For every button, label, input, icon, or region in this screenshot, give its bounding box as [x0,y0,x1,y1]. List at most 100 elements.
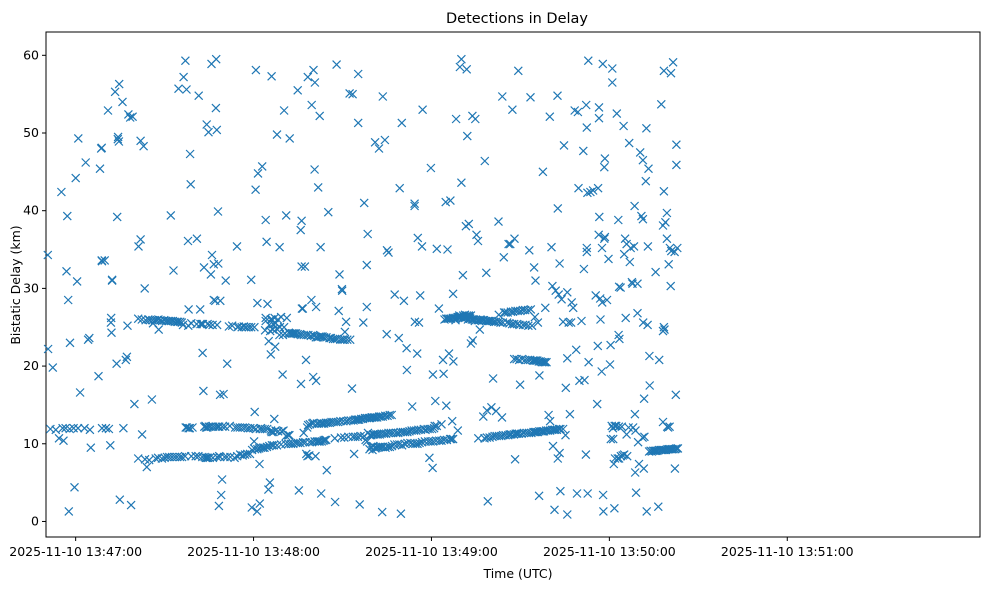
scatter-point [62,266,71,276]
scatter-point [307,100,317,110]
scatter-point [473,236,483,246]
scatter-point [609,503,619,513]
scatter-point [548,441,558,451]
scatter-point [597,243,607,253]
scatter-point [582,188,592,198]
scatter-point [337,284,347,294]
scatter-point [106,313,116,323]
scatter-point [453,426,463,436]
scatter-point [530,312,540,322]
scatter-point [129,399,139,409]
scatter-point [571,345,581,355]
scatter-point [136,234,146,244]
scatter-point [114,137,124,146]
scatter-point [622,429,632,439]
scatter-point [201,453,211,463]
scatter-point [298,437,308,447]
scatter-point [174,84,183,94]
scatter-point [445,434,455,444]
scatter-point [300,437,310,447]
scatter-point [370,137,380,147]
scatter-point [362,260,372,270]
scatter-point [328,334,338,344]
y-axis: 0 10 20 30 40 50 60 [23,47,46,528]
scatter-point [441,197,451,207]
scatter-point [671,140,681,150]
scatter-point [582,243,592,253]
scatter-point [574,183,583,193]
scatter-point [285,133,295,143]
scatter-point [224,322,234,331]
scatter-point [211,103,221,113]
scatter-point [246,275,256,285]
scatter-point [581,450,591,460]
scatter-point [216,490,226,500]
scatter-point [620,234,630,244]
scatter-point [588,186,598,195]
scatter-point [173,317,183,327]
scatter-point [553,203,563,213]
scatter-point [266,349,276,359]
scatter-point [340,327,350,337]
scatter-point [202,453,212,463]
scatter-point [639,464,649,474]
scatter-point [43,344,53,354]
scatter-point [619,121,629,131]
scatter-point [211,54,221,64]
scatter-point [523,305,533,315]
y-tick-label: 40 [23,203,39,218]
scatter-point [252,298,262,308]
scatter-point [606,434,616,444]
scatter-point [212,320,222,330]
scatter-point [481,268,491,278]
scatter-point [284,430,294,440]
scatter-point [395,183,405,193]
scatter-point [303,451,312,461]
scatter-point [177,318,187,328]
scatter-point [151,454,161,463]
scatter-point [413,233,423,243]
scatter-point [139,141,149,151]
scatter-point [337,286,347,296]
y-axis-label: Bistatic Delay (km) [8,225,23,344]
scatter-point [217,475,227,484]
scatter-point [65,338,75,348]
y-tick-label: 0 [31,513,39,528]
scatter-point [672,243,682,253]
scatter-point [214,501,224,511]
x-tick-label: 2025-11-10 13:50:00 [543,544,676,559]
scatter-point [562,510,572,519]
scatter-point [356,431,366,441]
scatter-point [633,279,642,289]
scatter-point [311,376,321,386]
scatter-point [475,325,485,335]
scatter-point [551,286,561,296]
scatter-point [101,423,111,433]
scatter-point [192,234,202,244]
scatter-point [445,196,455,206]
scatter-point [553,91,562,101]
scatter-point [63,295,73,305]
scatter-point [363,229,373,239]
scatter-point [529,262,539,272]
scatter-point [184,304,194,314]
scatter-point [566,318,576,328]
scatter-point [594,102,604,112]
scatter-point [296,379,306,389]
scatter-point [54,433,64,443]
scatter-point [670,464,680,474]
scatter-point [300,262,310,272]
scatter-point [407,402,417,411]
scatter-point [559,140,569,150]
scatter-point [581,100,591,110]
scatter-point [592,399,602,409]
scatter-point [246,322,256,332]
scatter-point [480,156,490,166]
scatter-point [486,402,496,412]
scatter-point [114,79,124,89]
scatter-point [547,281,557,291]
scatter-point [169,266,178,275]
scatter-point [534,491,544,501]
scatter-point [291,438,301,448]
